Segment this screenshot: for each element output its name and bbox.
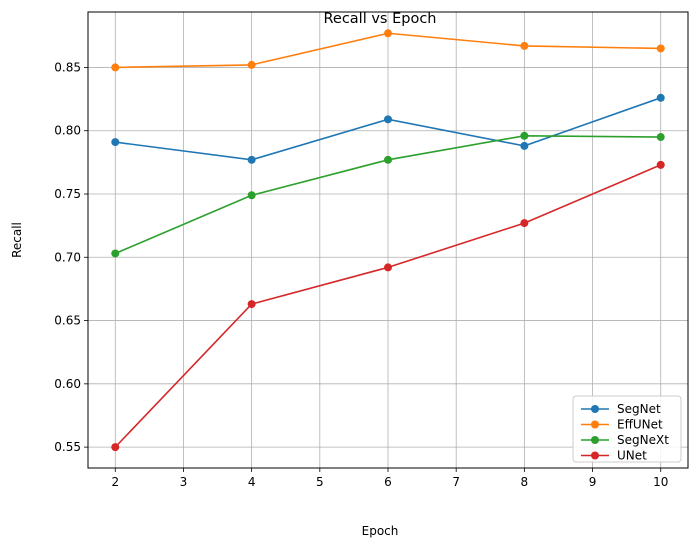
- data-point-effunet: [520, 41, 529, 50]
- series-segnet: [111, 93, 665, 164]
- x-tick-label: 3: [180, 475, 188, 489]
- chart-title: Recall vs Epoch: [323, 11, 436, 27]
- x-tick-label: 2: [111, 475, 119, 489]
- y-axis: 0.55 0.60 0.65 0.70 0.75 0.80 0.85: [54, 60, 88, 454]
- legend-item-segnext: SegNeXt: [581, 433, 669, 447]
- legend-label: UNet: [617, 449, 647, 463]
- data-point-segnet: [520, 141, 529, 150]
- legend-swatch-marker: [591, 420, 599, 429]
- x-tick-label: 7: [452, 475, 460, 489]
- series-segnext: [111, 131, 665, 258]
- y-tick-label: 0.55: [54, 440, 81, 454]
- series-unet: [111, 160, 665, 452]
- data-point-unet: [520, 219, 529, 228]
- x-axis-title: Epoch: [362, 524, 399, 538]
- legend-box: [572, 395, 682, 463]
- y-tick-label: 0.60: [54, 377, 81, 391]
- data-point-effunet: [656, 44, 665, 53]
- series-group: [111, 29, 665, 452]
- legend-swatch-marker: [591, 436, 599, 444]
- x-axis: 2 3 4 5 6 7 8 9 10: [111, 468, 668, 489]
- data-point-unet: [111, 443, 120, 452]
- data-point-segnet: [247, 155, 256, 164]
- data-point-effunet: [384, 29, 392, 38]
- data-point-segnext: [111, 249, 120, 258]
- legend-swatch-marker: [591, 405, 599, 413]
- series-effunet: [111, 29, 665, 72]
- legend-item-unet: UNet: [581, 449, 647, 463]
- x-tick-label: 6: [384, 475, 392, 489]
- legend-item-effunet: EffUNet: [581, 418, 663, 432]
- data-point-segnext: [247, 191, 256, 200]
- data-point-effunet: [247, 60, 256, 69]
- data-point-unet: [656, 160, 665, 169]
- data-point-segnet: [111, 138, 120, 147]
- x-tick-label: 10: [653, 475, 668, 489]
- data-point-unet: [247, 300, 256, 309]
- y-axis-title: Recall: [10, 222, 24, 258]
- legend-label: SegNet: [617, 402, 661, 416]
- data-point-unet: [384, 263, 392, 272]
- legend-label: SegNeXt: [617, 433, 669, 447]
- y-tick-label: 0.70: [54, 250, 81, 264]
- x-tick-label: 9: [589, 475, 597, 489]
- legend-swatch-marker: [591, 451, 599, 460]
- x-tick-label: 5: [316, 475, 324, 489]
- y-tick-label: 0.80: [54, 124, 81, 138]
- y-tick-label: 0.85: [54, 60, 81, 74]
- data-point-segnext: [520, 131, 529, 140]
- data-point-segnext: [384, 155, 392, 164]
- data-point-segnet: [656, 93, 665, 102]
- data-point-segnext: [656, 133, 665, 142]
- legend-label: EffUNet: [617, 418, 663, 432]
- data-point-segnet: [384, 115, 392, 124]
- y-tick-label: 0.65: [54, 314, 81, 328]
- x-tick-label: 8: [521, 475, 529, 489]
- x-tick-label: 4: [248, 475, 256, 489]
- data-point-effunet: [111, 63, 120, 72]
- legend-item-segnet: SegNet: [581, 402, 661, 416]
- y-tick-label: 0.75: [54, 187, 81, 201]
- grid-lines: [88, 12, 688, 468]
